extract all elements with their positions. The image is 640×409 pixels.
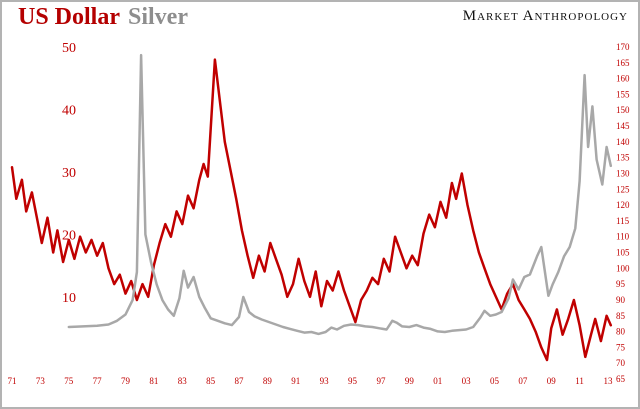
x-axis-tick-label: 87 [235,376,245,386]
right-axis-tick-label: 70 [616,358,626,368]
brand-logo: Market Anthropology [462,8,628,24]
right-axis-tick-label: 105 [616,248,630,258]
right-axis-tick-label: 145 [616,121,630,131]
right-axis-tick-label: 135 [616,153,630,163]
right-axis-tick-label: 110 [616,232,630,242]
right-axis-tick-label: 85 [616,311,626,321]
x-axis-tick-label: 05 [490,376,500,386]
right-axis-tick-label: 80 [616,327,626,337]
x-axis-tick-label: 09 [547,376,557,386]
right-axis-tick-label: 100 [616,263,630,273]
x-axis-tick-label: 79 [121,376,131,386]
x-axis-tick-label: 95 [348,376,358,386]
right-axis-tick-label: 170 [616,42,630,52]
left-axis-tick-label: 20 [62,229,76,244]
right-axis-tick-label: 90 [616,295,626,305]
x-axis-tick-label: 99 [405,376,415,386]
x-axis-tick-label: 77 [93,376,103,386]
right-axis-tick-label: 165 [616,58,630,68]
x-axis-tick-label: 03 [462,376,472,386]
left-axis-tick-label: 10 [62,291,76,306]
usd-line [10,58,613,362]
right-axis-tick-label: 115 [616,216,630,226]
x-axis-tick-label: 73 [36,376,46,386]
right-axis-tick-label: 125 [616,184,630,194]
x-axis-tick-label: 11 [575,376,584,386]
title-us-dollar: US Dollar [18,4,120,30]
x-axis-tick-label: 83 [178,376,188,386]
right-axis-tick-label: 65 [616,374,626,384]
x-axis-tick-label: 81 [149,376,158,386]
x-axis-tick-label: 01 [433,376,442,386]
chart-title: US Dollar Silver [18,4,188,31]
right-axis-tick-label: 120 [616,200,630,210]
x-axis-tick-label: 93 [320,376,330,386]
silver-line [67,53,613,336]
x-axis-tick-label: 85 [206,376,216,386]
left-axis-tick-label: 50 [62,41,76,56]
x-axis-tick-label: 13 [603,376,613,386]
left-axis-tick-label: 30 [62,166,76,181]
x-axis-tick-label: 07 [518,376,528,386]
right-axis-tick-label: 130 [616,168,630,178]
right-axis-tick-label: 160 [616,74,630,84]
x-axis-tick-label: 91 [291,376,300,386]
x-axis-tick-label: 89 [263,376,273,386]
title-silver: Silver [128,4,188,30]
x-axis-tick-label: 71 [8,376,17,386]
x-axis-tick-label: 75 [64,376,74,386]
right-axis-tick-label: 150 [616,105,630,115]
x-axis-tick-label: 97 [376,376,386,386]
right-axis-tick-label: 75 [616,342,626,352]
left-axis-tick-label: 40 [62,104,76,119]
right-axis-tick-label: 95 [616,279,626,289]
right-axis-tick-label: 155 [616,89,630,99]
right-axis-tick-label: 140 [616,137,630,147]
